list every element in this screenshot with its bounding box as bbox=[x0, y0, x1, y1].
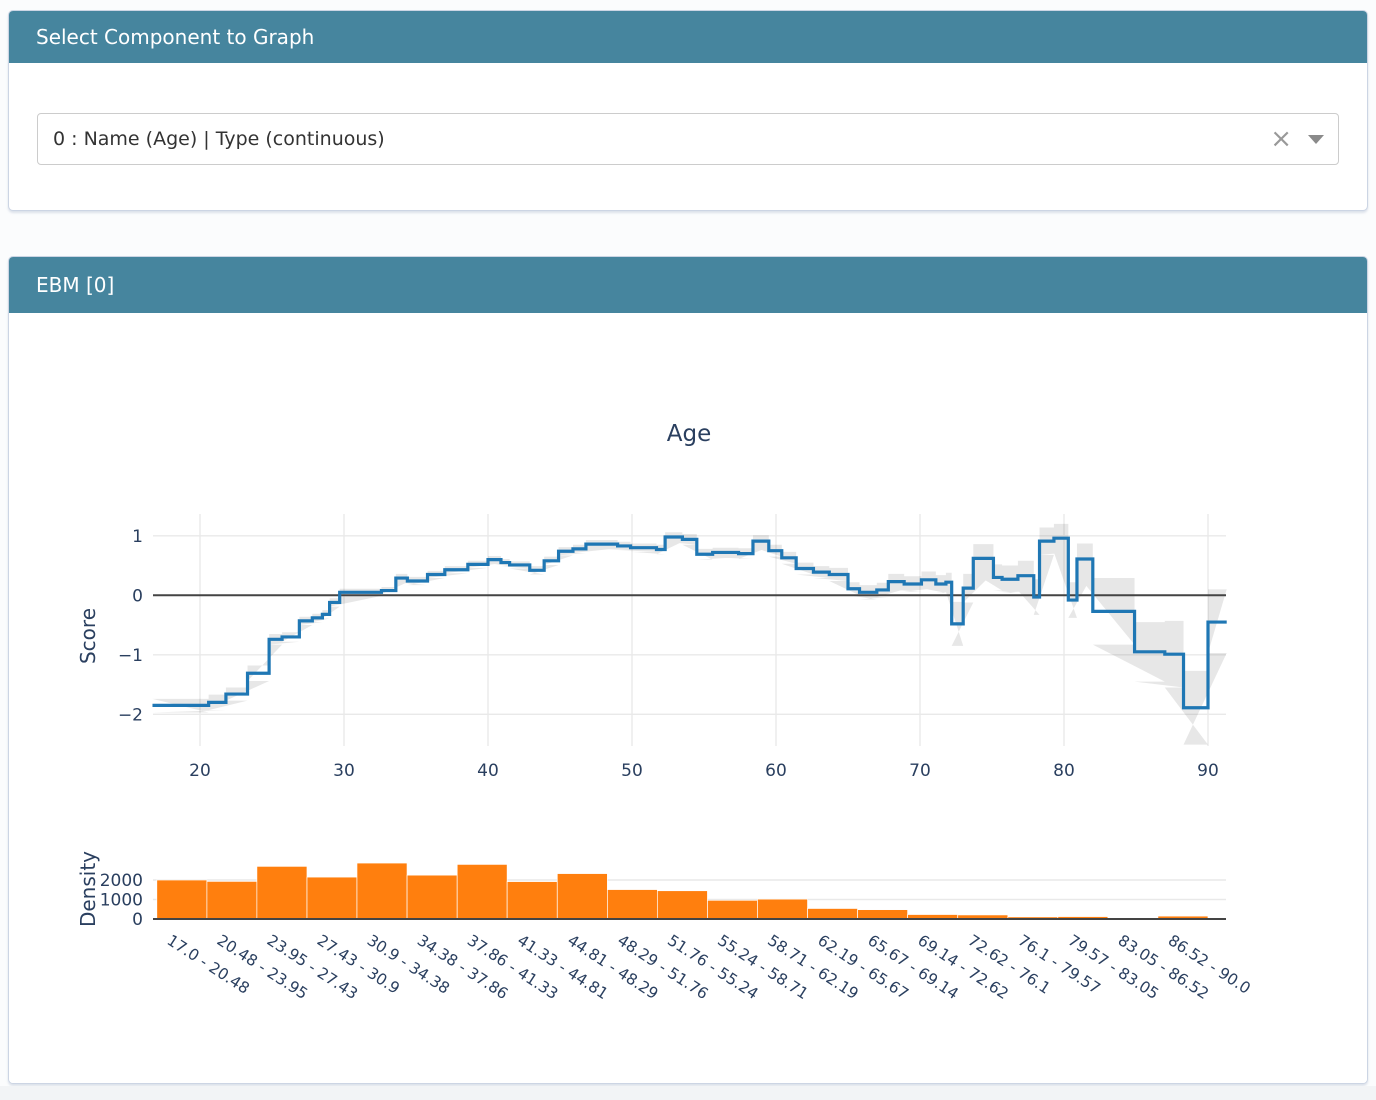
density-bar[interactable] bbox=[506, 881, 558, 920]
chevron-down-icon[interactable] bbox=[1308, 134, 1324, 144]
page-bottom-strip bbox=[0, 1086, 1376, 1100]
density-bar[interactable] bbox=[707, 899, 758, 920]
svg-text:−2: −2 bbox=[118, 705, 143, 725]
density-bar[interactable] bbox=[206, 881, 258, 920]
density-bar[interactable] bbox=[406, 874, 458, 920]
svg-text:40: 40 bbox=[477, 761, 499, 781]
clear-icon[interactable]: × bbox=[1270, 124, 1292, 154]
svg-text:70: 70 bbox=[909, 761, 931, 781]
svg-text:−1: −1 bbox=[118, 646, 143, 666]
svg-text:1000: 1000 bbox=[100, 891, 143, 911]
density-axis-label: Density bbox=[76, 851, 100, 927]
select-component-header: Select Component to Graph bbox=[9, 11, 1367, 63]
svg-text:80: 80 bbox=[1053, 761, 1075, 781]
svg-text:2000: 2000 bbox=[100, 871, 143, 891]
ebm-chart: Age 20 30 40 50 60 70 80 90 1 0 −1 −2 Score 2000 1000 0 D… bbox=[9, 313, 1367, 1083]
density-bar[interactable] bbox=[456, 864, 508, 920]
density-bar[interactable] bbox=[857, 909, 908, 920]
main-gridlines bbox=[153, 514, 1226, 746]
svg-text:Density: Density bbox=[76, 851, 100, 927]
density-bar[interactable] bbox=[156, 879, 208, 920]
density-bar[interactable] bbox=[656, 890, 708, 920]
density-bar[interactable] bbox=[306, 876, 358, 920]
svg-text:1: 1 bbox=[132, 527, 143, 547]
svg-text:0: 0 bbox=[132, 586, 143, 606]
svg-text:60: 60 bbox=[765, 761, 787, 781]
component-dropdown[interactable]: 0 : Name (Age) | Type (continuous) × bbox=[37, 113, 1339, 165]
density-bar[interactable] bbox=[757, 898, 808, 920]
density-bar[interactable] bbox=[807, 908, 858, 920]
density-bars[interactable] bbox=[156, 862, 1209, 920]
ebm-card: EBM [0] Age 20 30 40 50 60 70 80 90 1 0 −1 −2 Score 20… bbox=[8, 256, 1368, 1084]
score-step-line bbox=[152, 535, 1227, 710]
ebm-title: EBM [0] bbox=[36, 273, 115, 297]
svg-text:20: 20 bbox=[189, 761, 211, 781]
ebm-header: EBM [0] bbox=[9, 257, 1367, 313]
chart-title: Age bbox=[667, 421, 711, 447]
main-y-ticks: 1 0 −1 −2 bbox=[118, 527, 143, 726]
density-bar[interactable] bbox=[256, 865, 308, 920]
component-dropdown-value: 0 : Name (Age) | Type (continuous) bbox=[53, 128, 385, 150]
svg-text:90: 90 bbox=[1197, 761, 1219, 781]
svg-text:30: 30 bbox=[333, 761, 355, 781]
select-component-card: Select Component to Graph 0 : Name (Age)… bbox=[8, 10, 1368, 211]
density-bar[interactable] bbox=[356, 862, 408, 920]
score-axis-label: Score bbox=[76, 608, 100, 664]
main-plot-area[interactable] bbox=[153, 514, 1226, 746]
component-dropdown-controls: × bbox=[1270, 114, 1324, 164]
svg-text:50: 50 bbox=[621, 761, 643, 781]
svg-text:Age: Age bbox=[667, 421, 711, 447]
main-x-ticks: 20 30 40 50 60 70 80 90 bbox=[189, 761, 1219, 781]
confidence-band bbox=[152, 523, 1227, 745]
svg-text:Score: Score bbox=[76, 608, 100, 664]
select-component-title: Select Component to Graph bbox=[36, 25, 315, 49]
select-component-body: 0 : Name (Age) | Type (continuous) × bbox=[9, 63, 1367, 165]
density-bar[interactable] bbox=[556, 873, 608, 920]
svg-text:0: 0 bbox=[132, 910, 143, 930]
density-bar[interactable] bbox=[607, 889, 658, 920]
